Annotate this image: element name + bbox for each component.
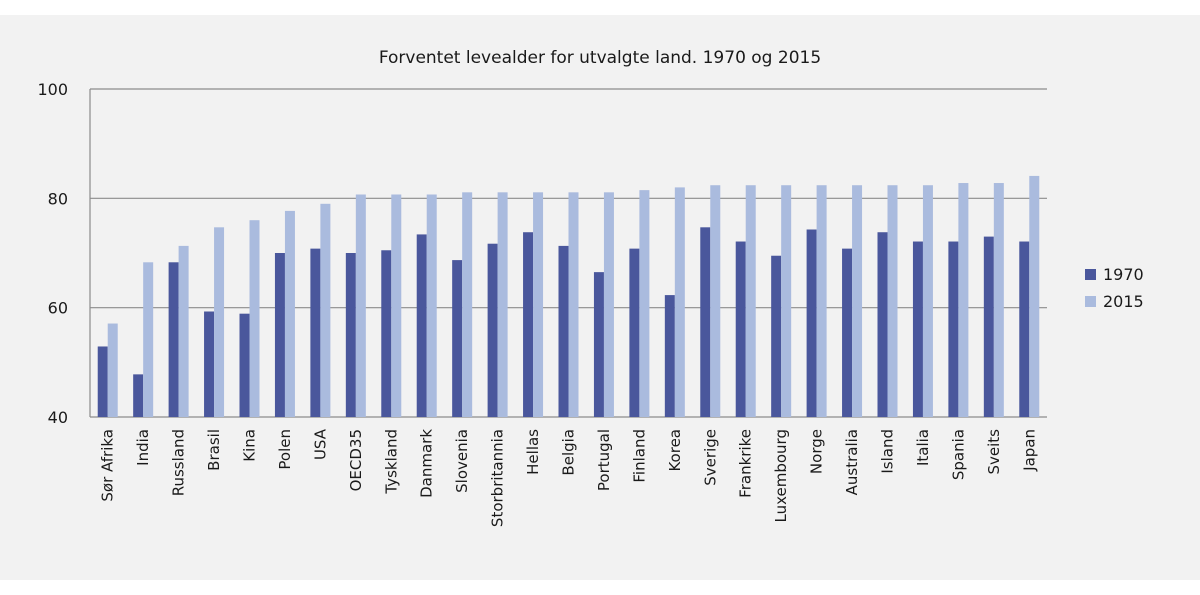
- bar-2015: [852, 185, 863, 417]
- bar-1970: [735, 241, 746, 417]
- bar-2015: [426, 194, 437, 417]
- x-tick-label: Korea: [666, 429, 684, 472]
- bar-1970: [806, 229, 817, 417]
- x-tick-label: Sverige: [701, 429, 719, 486]
- bar-1970: [487, 243, 498, 417]
- x-tick-label: Island: [879, 429, 897, 474]
- legend-label: 2015: [1103, 292, 1144, 311]
- bar-1970: [558, 245, 569, 417]
- bar-1970: [1019, 241, 1030, 417]
- bar-2015: [355, 194, 366, 417]
- bar-2015: [533, 192, 544, 417]
- bar-1970: [664, 295, 675, 417]
- x-tick-label: Slovenia: [453, 429, 471, 493]
- legend-swatch-2015: [1085, 296, 1096, 307]
- bar-1970: [345, 253, 356, 417]
- x-tick-label: Tyskland: [382, 429, 400, 495]
- bar-2015: [603, 192, 614, 417]
- bar-1970: [629, 248, 640, 417]
- x-tick-label: Polen: [276, 429, 294, 470]
- bar-1970: [700, 227, 711, 417]
- bar-2015: [320, 203, 331, 417]
- bar-2015: [816, 185, 827, 417]
- bar-2015: [993, 183, 1004, 417]
- bar-2015: [497, 192, 508, 417]
- bar-2015: [958, 183, 969, 417]
- bar-1970: [452, 260, 463, 417]
- x-tick-label: Russland: [170, 429, 188, 496]
- legend-label: 1970: [1103, 265, 1144, 284]
- bar-1970: [204, 311, 215, 417]
- bar-1970: [771, 255, 782, 417]
- x-tick-label: Kina: [241, 429, 259, 462]
- bar-2015: [1029, 175, 1040, 417]
- y-tick-label: 100: [37, 80, 68, 99]
- bar-1970: [416, 234, 427, 417]
- chart-title: Forventet levealder for utvalgte land. 1…: [379, 48, 821, 68]
- bar-2015: [462, 192, 473, 417]
- bar-1970: [983, 236, 994, 417]
- bar-2015: [143, 262, 154, 417]
- bar-2015: [674, 187, 685, 417]
- x-tick-label: Brasil: [205, 429, 223, 471]
- bar-2015: [781, 185, 792, 417]
- x-tick-label: Danmark: [418, 429, 436, 498]
- bar-2015: [249, 220, 260, 417]
- x-tick-label: Portugal: [595, 429, 613, 491]
- bar-2015: [922, 185, 933, 417]
- x-tick-label: Spania: [949, 429, 967, 480]
- y-tick-label: 60: [48, 299, 68, 318]
- bar-1970: [310, 248, 321, 417]
- bar-1970: [593, 272, 604, 417]
- bar-1970: [523, 232, 534, 417]
- x-tick-label: Storbritannia: [489, 429, 507, 527]
- x-tick-label: Norge: [808, 429, 826, 474]
- bar-2015: [745, 185, 756, 417]
- x-tick-label: Japan: [1020, 429, 1038, 472]
- bar-2015: [391, 194, 402, 417]
- y-tick-label: 80: [48, 189, 68, 208]
- y-tick-label: 40: [48, 408, 68, 427]
- bar-2015: [710, 185, 721, 417]
- legend-swatch-1970: [1085, 269, 1096, 280]
- bar-1970: [97, 346, 108, 417]
- x-tick-label: Luxembourg: [772, 429, 790, 523]
- x-tick-label: Finland: [630, 429, 648, 483]
- bar-1970: [842, 248, 853, 417]
- bar-2015: [887, 185, 898, 417]
- x-tick-label: Hellas: [524, 429, 542, 475]
- x-tick-label: Sør Afrika: [99, 429, 117, 502]
- x-tick-label: OECD35: [347, 429, 365, 491]
- bar-1970: [168, 262, 179, 417]
- bar-1970: [948, 241, 959, 417]
- bar-2015: [639, 190, 650, 417]
- bar-2015: [107, 323, 118, 417]
- x-tick-label: Belgia: [560, 429, 578, 476]
- x-tick-label: Italia: [914, 429, 932, 466]
- x-tick-label: USA: [311, 428, 329, 460]
- x-tick-label: India: [134, 429, 152, 466]
- bar-2015: [214, 227, 225, 417]
- bar-1970: [239, 313, 250, 417]
- x-tick-label: Australia: [843, 429, 861, 495]
- bar-2015: [568, 192, 579, 417]
- bar-1970: [133, 374, 144, 417]
- bar-1970: [912, 241, 923, 417]
- bar-1970: [381, 250, 392, 417]
- bar-2015: [178, 245, 189, 417]
- x-tick-label: Sveits: [985, 429, 1003, 475]
- bar-2015: [284, 210, 295, 417]
- bar-1970: [274, 253, 285, 417]
- x-tick-label: Frankrike: [737, 429, 755, 498]
- bar-1970: [877, 232, 888, 417]
